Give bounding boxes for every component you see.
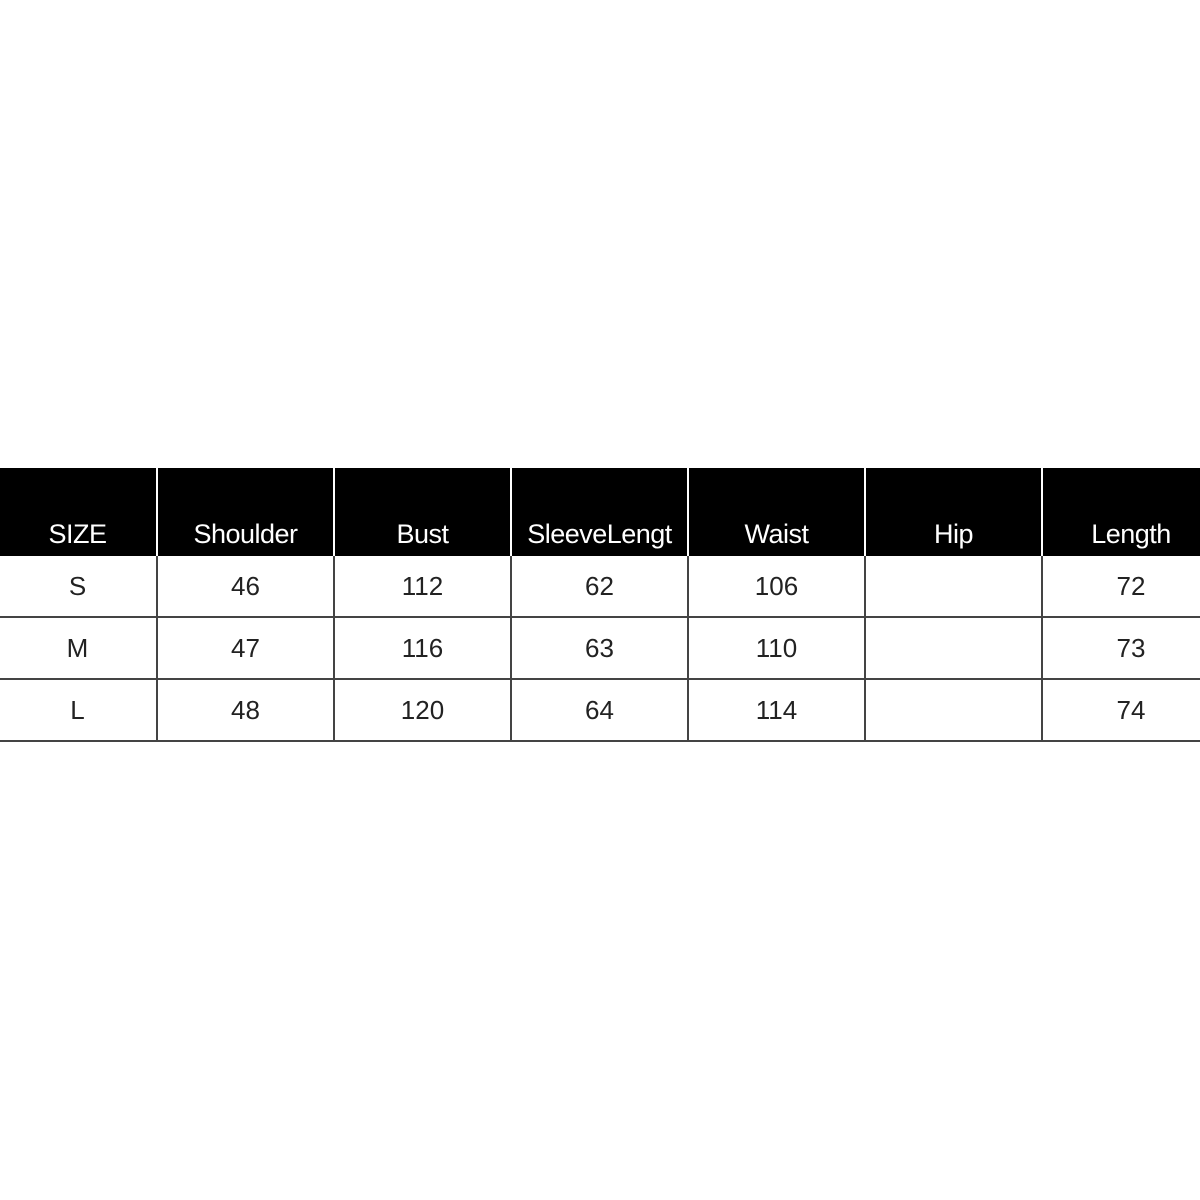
table-cell: 116 — [333, 617, 512, 680]
table-row: L 48 120 64 114 74 — [0, 679, 1200, 742]
size-chart-table: SIZE Shoulder Bust SleeveLengt Waist Hip… — [0, 468, 1200, 742]
table-cell — [864, 679, 1043, 742]
table-cell: 114 — [687, 679, 866, 742]
table-cell: M — [0, 617, 158, 680]
table-cell: 112 — [333, 556, 512, 618]
header-waist: Waist — [687, 468, 865, 556]
table-cell: 74 — [1041, 679, 1200, 742]
header-hip: Hip — [864, 468, 1042, 556]
table-cell: 47 — [156, 617, 335, 680]
header-length: Length — [1041, 468, 1200, 556]
table-cell — [864, 617, 1043, 680]
table-cell: 120 — [333, 679, 512, 742]
table-cell — [864, 556, 1043, 618]
table-cell: 62 — [510, 556, 689, 618]
table-row: S 46 112 62 106 72 — [0, 556, 1200, 618]
header-row: SIZE Shoulder Bust SleeveLengt Waist Hip… — [0, 468, 1200, 556]
header-bust: Bust — [333, 468, 511, 556]
table-cell: 48 — [156, 679, 335, 742]
table-cell: L — [0, 679, 158, 742]
table-cell: 106 — [687, 556, 866, 618]
table-cell: 72 — [1041, 556, 1200, 618]
table-cell: S — [0, 556, 158, 618]
table-cell: 64 — [510, 679, 689, 742]
header-shoulder: Shoulder — [156, 468, 334, 556]
header-size: SIZE — [0, 468, 157, 556]
table-row: M 47 116 63 110 73 — [0, 617, 1200, 680]
table-cell: 110 — [687, 617, 866, 680]
table-cell: 63 — [510, 617, 689, 680]
header-sleeve-length: SleeveLengt — [510, 468, 688, 556]
table-cell: 73 — [1041, 617, 1200, 680]
table-cell: 46 — [156, 556, 335, 618]
